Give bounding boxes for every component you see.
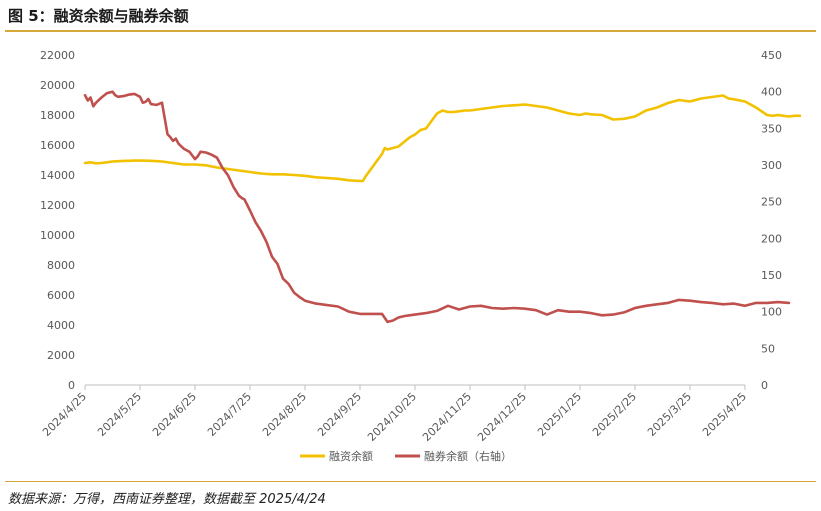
- y-right-tick-label: 200: [761, 232, 782, 245]
- line-chart: 0200040006000800010000120001400016000180…: [40, 49, 802, 463]
- x-tick-label: 2025/2/25: [590, 390, 639, 439]
- y-right-tick-label: 450: [761, 49, 782, 62]
- x-tick-label: 2024/6/25: [150, 390, 199, 439]
- series-line-securities-lending: [83, 90, 791, 324]
- x-tick-label: 2024/12/25: [475, 390, 529, 444]
- top-rule: [5, 30, 816, 32]
- x-tick-label: 2024/5/25: [95, 390, 144, 439]
- y-right-tick-label: 400: [761, 86, 782, 99]
- source-note: 数据来源：万得，西南证券整理，数据截至 2025/4/24: [8, 492, 326, 507]
- y-right-tick-label: 250: [761, 196, 782, 209]
- y-left-tick-label: 22000: [40, 49, 75, 62]
- y-left-tick-label: 12000: [40, 199, 75, 212]
- y-right-tick-label: 0: [761, 379, 768, 392]
- chart-series: [83, 90, 802, 324]
- x-tick-label: 2025/1/25: [535, 390, 584, 439]
- y-left-tick-label: 8000: [47, 259, 75, 272]
- y-right-tick-label: 300: [761, 159, 782, 172]
- y-right-tick-label: 150: [761, 269, 782, 282]
- series-line-margin-financing: [83, 94, 802, 183]
- legend-label: 融资余额: [329, 449, 373, 463]
- x-tick-label: 2024/7/25: [205, 390, 254, 439]
- x-tick-label: 2025/4/25: [700, 390, 749, 439]
- x-tick-label: 2024/11/25: [420, 390, 474, 444]
- y-left-tick-label: 4000: [47, 319, 75, 332]
- chart-legend: 融资余额 融券余额（右轴）: [300, 449, 512, 463]
- x-tick-label: 2024/9/25: [315, 390, 364, 439]
- y-left-tick-label: 10000: [40, 229, 75, 242]
- y-right-tick-label: 350: [761, 122, 782, 135]
- y-right-tick-label: 50: [761, 342, 775, 355]
- x-tick-label: 2024/8/25: [260, 390, 309, 439]
- y-right-tick-label: 100: [761, 306, 782, 319]
- y-left-tick-label: 6000: [47, 289, 75, 302]
- x-tick-label: 2024/4/25: [40, 390, 89, 439]
- x-tick-label: 2025/3/25: [645, 390, 694, 439]
- figure-title: 图 5：融资余额与融券余额: [8, 7, 189, 25]
- legend-label: 融券余额（右轴）: [424, 449, 512, 463]
- y-left-tick-label: 14000: [40, 169, 75, 182]
- y-left-tick-label: 18000: [40, 109, 75, 122]
- y-left-tick-label: 16000: [40, 139, 75, 152]
- x-tick-label: 2024/10/25: [365, 390, 419, 444]
- y-left-tick-label: 2000: [47, 349, 75, 362]
- y-left-tick-label: 0: [68, 379, 75, 392]
- bottom-rule: [5, 481, 816, 482]
- y-left-tick-label: 20000: [40, 79, 75, 92]
- chart-axes: 0200040006000800010000120001400016000180…: [40, 49, 782, 444]
